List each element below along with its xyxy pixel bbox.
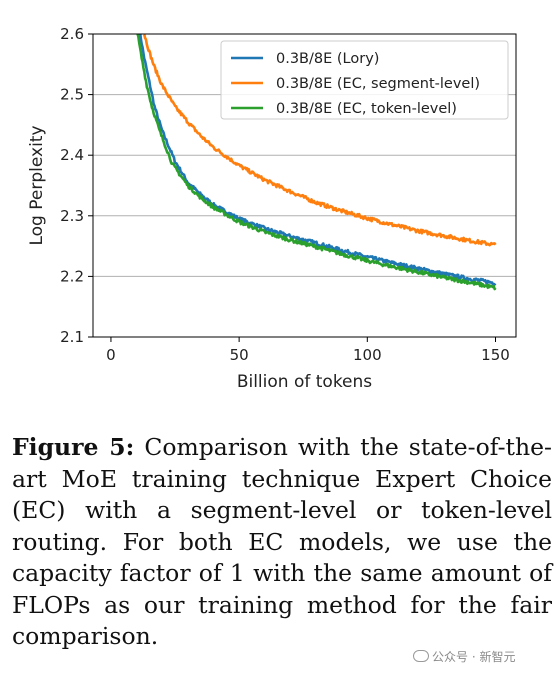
series-lines <box>136 34 497 291</box>
y-tick-label: 2.2 <box>60 267 84 285</box>
x-tick-label: 100 <box>353 346 382 364</box>
x-axis-label: Billion of tokens <box>237 372 372 392</box>
x-tick-label: 150 <box>481 346 510 364</box>
legend-label: 0.3B/8E (Lory) <box>276 51 379 67</box>
legend-frame <box>220 40 509 120</box>
figure-caption: Figure 5: Comparison with the state-of-t… <box>12 432 552 653</box>
watermark: 公众号 · 新智元 <box>413 648 515 665</box>
y-axis-label: Log Perplexity <box>27 125 47 245</box>
wechat-icon <box>413 650 429 662</box>
plot-frame <box>92 33 517 338</box>
x-tick-label: 0 <box>106 346 116 364</box>
y-tick-label: 2.3 <box>60 207 84 225</box>
x-tick-label: 50 <box>230 346 249 364</box>
legend: 0.3B/8E (Lory) 0.3B/8E (EC, segment-level… <box>220 40 509 120</box>
series-line <box>136 34 497 291</box>
legend-label: 0.3B/8E (EC, token-level) <box>276 101 457 117</box>
figure-label: Figure 5: <box>12 433 135 461</box>
y-tick-label: 2.6 <box>60 25 84 43</box>
y-tick-label: 2.5 <box>60 86 84 104</box>
series-line <box>138 34 497 286</box>
y-tick-label: 2.4 <box>60 146 84 164</box>
y-tick-label: 2.1 <box>60 328 84 346</box>
legend-label: 0.3B/8E (EC, segment-level) <box>276 76 480 92</box>
watermark-text: 公众号 · 新智元 <box>432 650 516 664</box>
caption-text: Comparison with the state-of-the-art MoE… <box>12 433 552 650</box>
series-line <box>143 34 497 247</box>
axis-ticks: 2.1 2.2 2.3 2.4 2.5 2.6 0 50 100 150 <box>60 25 510 364</box>
line-chart: 2.1 2.2 2.3 2.4 2.5 2.6 0 50 100 150 Billion of t… <box>27 25 517 392</box>
